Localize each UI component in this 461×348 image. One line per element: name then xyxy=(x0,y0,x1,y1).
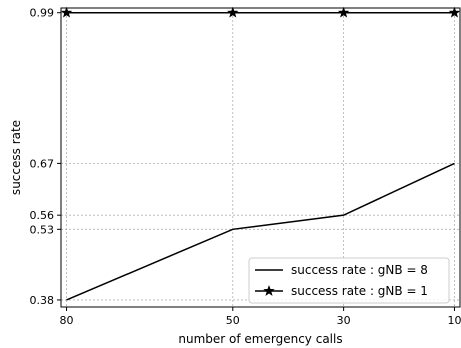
legend-label-2: success rate : gNB = 1 xyxy=(291,284,428,298)
data-point-star xyxy=(448,6,461,18)
x-axis-title: number of emergency calls xyxy=(178,332,342,346)
data-point-star xyxy=(337,6,350,18)
legend-box xyxy=(248,257,450,304)
y-tick-label: 0.38 xyxy=(30,294,55,307)
y-tick-label: 0.53 xyxy=(30,223,55,236)
x-tick-label: 10 xyxy=(447,314,461,327)
series-line-1 xyxy=(66,162,455,301)
data-point-star xyxy=(227,6,239,18)
y-tick-label: 0.67 xyxy=(30,157,55,170)
y-tick-label: 0.99 xyxy=(30,7,55,20)
legend-star-marker xyxy=(263,285,275,296)
x-tick-label: 30 xyxy=(337,314,351,327)
plot-frame xyxy=(60,7,461,308)
x-tick-label: 50 xyxy=(226,314,240,327)
legend-label-1: success rate : gNB = 8 xyxy=(291,263,428,277)
series-layer xyxy=(60,6,461,301)
axis-ticks: 80 50 30 10 0.38 0.530.56 0.67 0.99 xyxy=(30,7,461,327)
legend: success rate : gNB = 8 success rate : gNB… xyxy=(248,257,450,304)
y-tick-label: 0.56 xyxy=(30,209,55,222)
data-point-star xyxy=(60,6,73,18)
y-axis-title: success rate xyxy=(9,120,23,195)
x-tick-label: 80 xyxy=(60,314,74,327)
